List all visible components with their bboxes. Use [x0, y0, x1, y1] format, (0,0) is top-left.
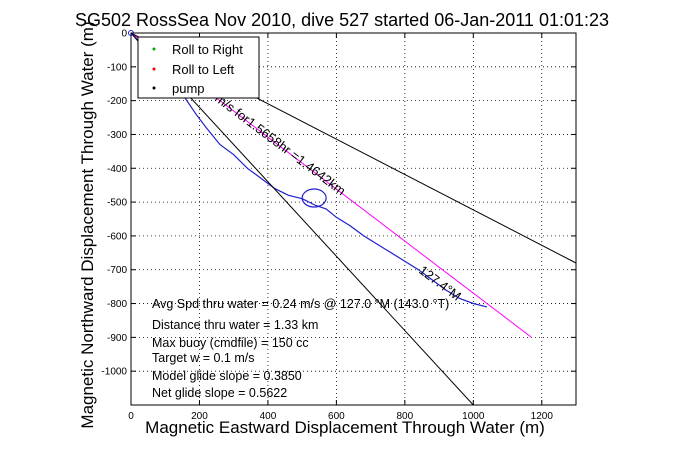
- y-axis-label: Magnetic Northward Displacement Through …: [78, 21, 97, 428]
- stat-target-w: Target w = 0.1 m/s: [152, 351, 254, 365]
- series-line-0: [131, 33, 488, 308]
- y-tick-label: -1000: [101, 367, 127, 378]
- legend-box: [137, 36, 260, 99]
- stat-net-glide: Net glide slope = 0.5622: [152, 386, 287, 400]
- x-axis-label: Magnetic Eastward Displacement Through W…: [145, 418, 545, 437]
- y-tick-label: -900: [107, 333, 127, 344]
- axes-box: [130, 32, 577, 406]
- y-tick-label: -100: [107, 62, 127, 73]
- y-tick-label: -600: [107, 231, 127, 242]
- x-tick-label: 400: [260, 411, 277, 422]
- x-tick-label: 0: [128, 411, 134, 422]
- legend-label-roll-left: Roll to Left: [172, 62, 235, 77]
- chart-title: SG502 RossSea Nov 2010, dive 527 started…: [75, 10, 609, 30]
- stat-max-buoy: Max buoy (cmdfile) = 150 cc: [152, 336, 309, 350]
- legend-marker-roll-left: [152, 67, 156, 71]
- y-tick-label: -800: [107, 299, 127, 310]
- x-tick-label: 800: [397, 411, 414, 422]
- stats-block: Avg Spd thru water = 0.24 m/s @ 127.0 °M…: [152, 297, 449, 400]
- legend-marker-pump: [152, 86, 156, 90]
- legend-label-pump: pump: [172, 81, 205, 96]
- y-tick-label: -300: [107, 130, 127, 141]
- stat-distance: Distance thru water = 1.33 km: [152, 318, 318, 332]
- distance-annotation: m/s for1.5658hr =1.4642km: [212, 90, 348, 198]
- trajectory-loop: [301, 188, 327, 208]
- y-tick-label: -200: [107, 96, 127, 107]
- x-tick-label: 600: [328, 411, 345, 422]
- x-tick-label: 1000: [462, 411, 485, 422]
- start-marker: [128, 30, 134, 36]
- legend: Roll to Right Roll to Left pump: [137, 36, 260, 99]
- x-tick-label: 1200: [531, 411, 554, 422]
- y-tick-label: -400: [107, 164, 127, 175]
- y-tick-label: -500: [107, 198, 127, 209]
- x-tick-label: 200: [191, 411, 208, 422]
- plot-area: 0 200 400 600 800 1000 1200 0 -100 -200 -300 -400 -5…: [101, 29, 577, 422]
- legend-label-roll-right: Roll to Right: [172, 42, 243, 57]
- stat-avg-speed: Avg Spd thru water = 0.24 m/s @ 127.0 °M…: [152, 297, 449, 311]
- legend-marker-roll-right: [152, 47, 156, 51]
- y-tick-label: 0: [121, 29, 127, 40]
- stat-model-glide: Model glide slope = 0.3850: [152, 369, 302, 383]
- y-tick-label: -700: [107, 265, 127, 276]
